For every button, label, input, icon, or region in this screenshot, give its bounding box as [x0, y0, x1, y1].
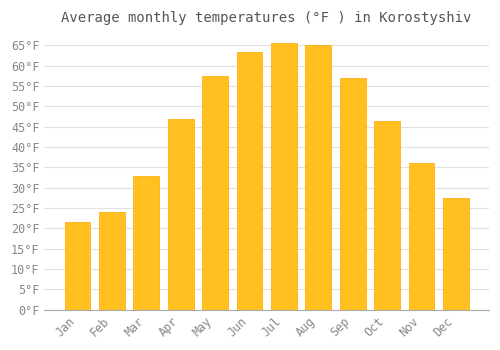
Bar	[64, 222, 90, 310]
Bar	[408, 163, 434, 310]
Bar	[374, 121, 400, 310]
Title: Average monthly temperatures (°F ) in Korostyshiv: Average monthly temperatures (°F ) in Ko…	[62, 11, 472, 25]
Bar	[202, 76, 228, 310]
Bar	[99, 212, 125, 310]
Bar	[168, 119, 194, 310]
Bar	[134, 176, 159, 310]
Bar	[236, 51, 262, 310]
Bar	[306, 46, 331, 310]
Bar	[271, 43, 297, 310]
Bar	[443, 198, 468, 310]
Bar	[340, 78, 365, 310]
